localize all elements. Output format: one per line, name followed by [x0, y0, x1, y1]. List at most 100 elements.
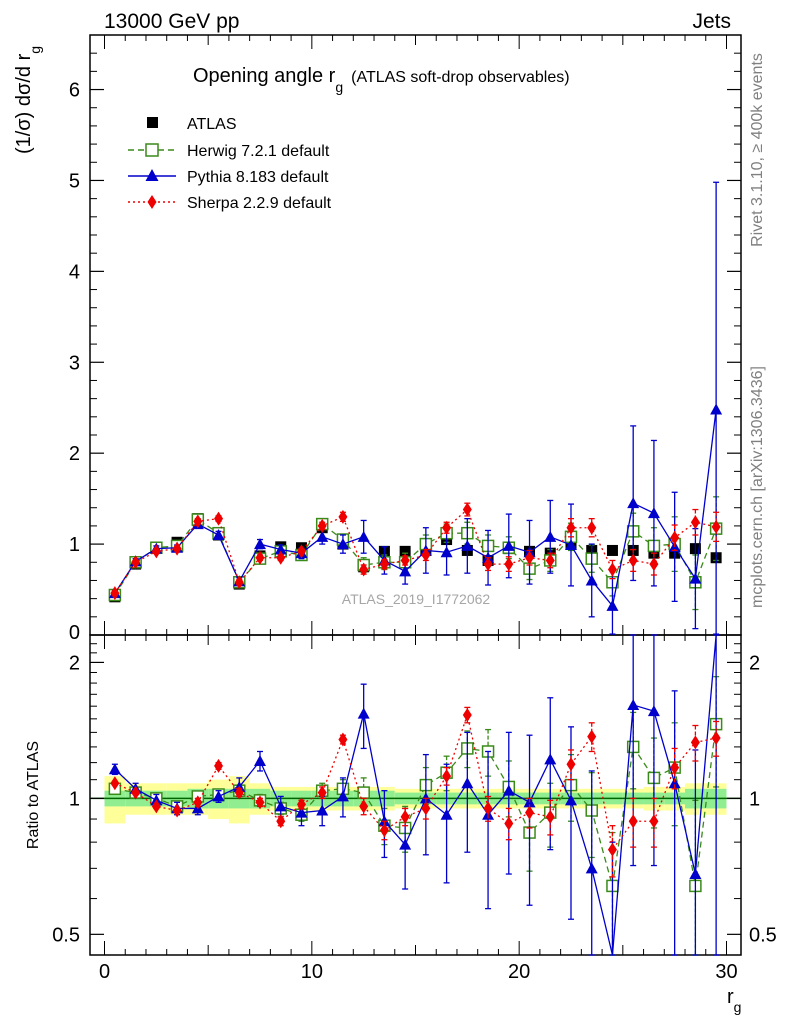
pythia-point [502, 784, 515, 796]
pythia-point [399, 838, 412, 850]
sherpa-point [151, 799, 161, 814]
top-ylabel: (1/σ) dσ/d rg [13, 46, 43, 154]
legend-sherpa-marker [147, 195, 157, 209]
top-ylabel-main: (1/σ) dσ/d r [13, 53, 35, 154]
title-extra: (ATLAS soft-drop observables) [351, 69, 569, 86]
pythia-point [502, 539, 515, 551]
x-label-main: r [727, 986, 734, 1008]
sherpa-point [690, 735, 700, 750]
sherpa-point [276, 550, 286, 565]
pythia-point [295, 806, 308, 818]
sherpa-point [442, 520, 452, 535]
sherpa-point [607, 562, 617, 577]
top-ytick-zero: 0 [69, 622, 80, 644]
x-tick-label: 20 [508, 961, 530, 983]
legend-herwig-marker [145, 143, 159, 157]
x-tick-label: 10 [301, 961, 323, 983]
pythia-point [357, 707, 370, 719]
sherpa-point [317, 518, 327, 533]
mcplots-label: mcplots.cern.ch [arXiv:1306.3436] [749, 366, 766, 608]
pythia-point [689, 868, 702, 880]
pythia-point [606, 599, 619, 611]
x-label: rg [727, 986, 741, 1015]
watermark: ATLAS_2019_I1772062 [342, 591, 491, 607]
sherpa-point [504, 557, 514, 572]
sherpa-point [110, 586, 120, 601]
title-sub: g [335, 79, 343, 95]
sherpa-point [338, 509, 348, 524]
legend-sherpa-label: Sherpa 2.2.9 default [187, 195, 332, 212]
sherpa-point [566, 757, 576, 772]
sherpa-point [649, 814, 659, 829]
legend: ATLAS Herwig 7.2.1 default Pythia 8.183 … [128, 116, 332, 212]
pythia-point [585, 574, 598, 586]
pythia-point [461, 777, 474, 789]
sherpa-point [172, 803, 182, 818]
top-plot-area [108, 181, 723, 635]
sherpa-point [525, 550, 535, 565]
pythia-point [710, 403, 723, 415]
sherpa-point [131, 785, 141, 800]
pythia-point [316, 804, 329, 816]
top-ytick-label: 1 [69, 534, 80, 556]
top-ytick-label: 5 [69, 170, 80, 192]
ratio-plot-area [90, 634, 741, 956]
ratio-ytick-label-left: 2 [69, 652, 80, 674]
pythia-point [544, 530, 557, 542]
sherpa-point [483, 557, 493, 572]
top-ytick-label: 6 [69, 80, 80, 102]
ratio-ytick-label-right: 2 [749, 652, 760, 674]
pythia-point [564, 539, 577, 550]
pythia-point [274, 543, 287, 555]
plot-title: Opening angle rg (ATLAS soft-drop observa… [193, 65, 570, 95]
sherpa-line [114, 508, 717, 594]
sherpa-line [114, 712, 717, 852]
sherpa-point [193, 795, 203, 810]
pythia-point [336, 538, 349, 550]
sherpa-point [442, 769, 452, 784]
sherpa-point [255, 550, 265, 565]
x-tick-label: 30 [715, 961, 737, 983]
sherpa-point [607, 842, 617, 857]
sherpa-point [670, 760, 680, 775]
pythia-point [544, 753, 557, 765]
sherpa-point [400, 809, 410, 824]
sherpa-point [462, 502, 472, 517]
pythia-point [627, 497, 640, 509]
pythia-point [212, 790, 225, 802]
pythia-point [274, 800, 287, 812]
x-label-sub: g [734, 999, 742, 1015]
pythia-point [627, 698, 640, 710]
pythia-point [668, 777, 681, 789]
pythia-point [440, 546, 453, 558]
sherpa-point [131, 555, 141, 570]
sherpa-point [421, 548, 431, 562]
sherpa-point [214, 511, 224, 526]
pythia-point [461, 539, 474, 551]
sherpa-point [400, 553, 410, 568]
pythia-point [254, 754, 267, 766]
sherpa-point [711, 519, 721, 534]
sherpa-point [587, 520, 597, 535]
sherpa-point [234, 785, 244, 800]
pythia-point [336, 790, 349, 802]
ratio-ytick-label-left: 0.5 [52, 924, 80, 946]
header-category: Jets [692, 10, 731, 33]
sherpa-point [587, 729, 597, 744]
sherpa-point [690, 515, 700, 530]
sherpa-point [379, 557, 389, 572]
ratio-ytick-label-right: 1 [749, 788, 760, 810]
sherpa-point [359, 799, 369, 814]
sherpa-point [193, 514, 203, 529]
ratio-ylabel: Ratio to ATLAS [25, 741, 42, 849]
pythia-point [647, 705, 660, 717]
pythia-point [212, 529, 225, 540]
header-energy: 13000 GeV pp [104, 10, 239, 33]
sherpa-point [255, 795, 265, 810]
top-ytick-label: 3 [69, 352, 80, 374]
sherpa-point [234, 575, 244, 590]
pythia-point [647, 507, 660, 519]
x-tick-label: 0 [99, 961, 110, 983]
